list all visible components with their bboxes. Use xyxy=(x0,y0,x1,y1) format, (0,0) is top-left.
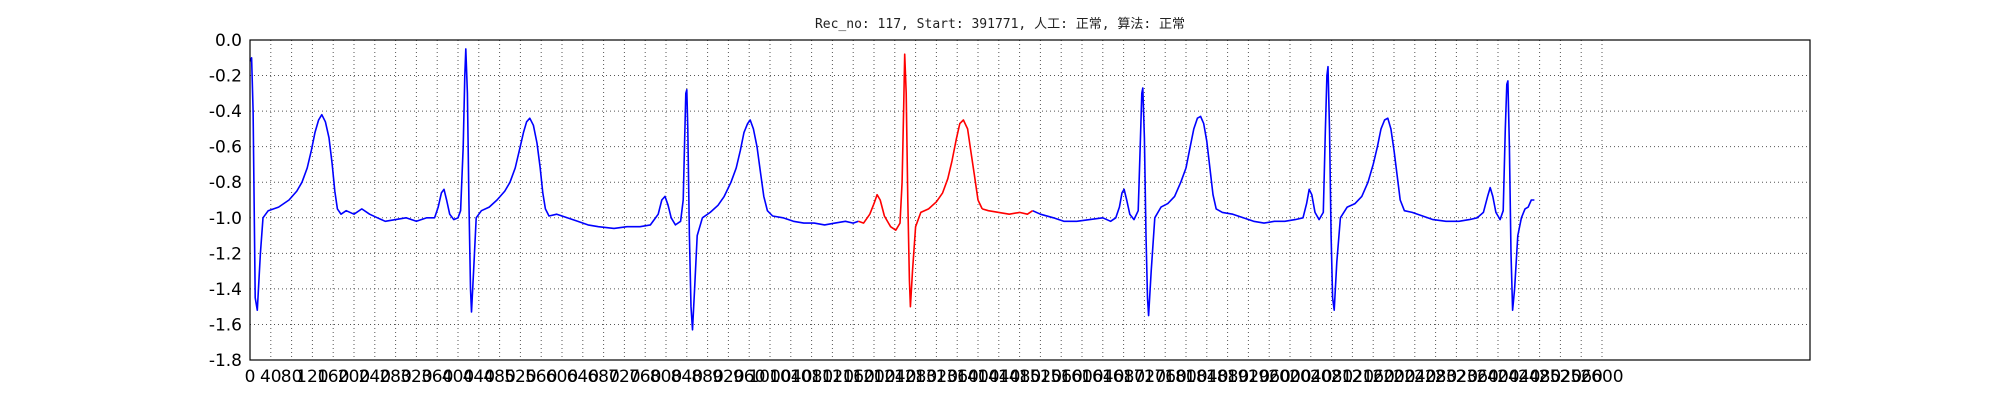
x-tick-label: 1800 xyxy=(1164,367,1207,387)
x-tick-label: 720 xyxy=(608,367,640,387)
ecg-trace-red-highlight xyxy=(858,53,983,308)
x-tick-label: 960 xyxy=(733,367,765,387)
x-tick-label: 1360 xyxy=(936,367,979,387)
x-tick-label: 2000 xyxy=(1268,367,1311,387)
chart-title: Rec_no: 117, Start: 391771, 人工: 正常, 算法: … xyxy=(815,17,1185,32)
x-tick-label: 1840 xyxy=(1185,367,1228,387)
ecg-trace-blue xyxy=(249,48,859,331)
y-tick-label: -1.6 xyxy=(209,315,242,335)
x-tick-label: 2080 xyxy=(1310,367,1353,387)
x-tick-label: 320 xyxy=(400,367,432,387)
x-tick-label: 2200 xyxy=(1372,367,1415,387)
y-tick-label: -1.2 xyxy=(209,244,242,264)
y-tick-label: -1.8 xyxy=(209,351,242,371)
x-tick-label: 400 xyxy=(442,367,474,387)
x-tick-label: 800 xyxy=(650,367,682,387)
x-tick-label: 2320 xyxy=(1435,367,1478,387)
x-tick-label: 2280 xyxy=(1414,367,1457,387)
ecg-trace-red-highlight xyxy=(981,208,1034,215)
x-tick-label: 1880 xyxy=(1206,367,1249,387)
x-tick-label: 240 xyxy=(359,367,391,387)
x-tick-label: 1760 xyxy=(1144,367,1187,387)
x-tick-label: 1280 xyxy=(894,367,937,387)
y-axis-tick-labels: 0.0 -0.2 -0.4 -0.6 -0.8 -1.0 -1.2 -1.4 -1.6 -1.8 xyxy=(209,31,242,371)
x-tick-label: 480 xyxy=(483,367,515,387)
x-tick-label: 2360 xyxy=(1456,367,1499,387)
x-tick-label: 1720 xyxy=(1123,367,1166,387)
x-tick-label: 560 xyxy=(525,367,557,387)
y-tick-label: -0.4 xyxy=(209,102,242,122)
ecg-signal xyxy=(249,48,1535,331)
x-tick-label: 160 xyxy=(317,367,349,387)
x-tick-label: 2120 xyxy=(1331,367,1374,387)
x-tick-label: 1160 xyxy=(832,367,875,387)
x-tick-label: 1120 xyxy=(811,367,854,387)
x-tick-label: 1680 xyxy=(1102,367,1145,387)
y-tick-label: -1.4 xyxy=(209,280,242,300)
x-tick-label: 1440 xyxy=(977,367,1020,387)
x-tick-label: 1640 xyxy=(1081,367,1124,387)
x-tick-label: 2400 xyxy=(1476,367,1519,387)
x-tick-label: 2160 xyxy=(1352,367,1395,387)
x-tick-label: 1520 xyxy=(1019,367,1062,387)
x-tick-label: 840 xyxy=(671,367,703,387)
x-tick-label: 2040 xyxy=(1289,367,1332,387)
x-tick-label: 640 xyxy=(567,367,599,387)
y-tick-label: -0.8 xyxy=(209,173,242,193)
x-tick-label: 760 xyxy=(629,367,661,387)
x-tick-label: 600 xyxy=(546,367,578,387)
x-tick-label: 280 xyxy=(379,367,411,387)
x-tick-label: 2560 xyxy=(1560,367,1603,387)
x-tick-label: 360 xyxy=(421,367,453,387)
x-tick-label: 2600 xyxy=(1580,367,1623,387)
x-tick-label: 200 xyxy=(338,367,370,387)
x-tick-label: 1400 xyxy=(956,367,999,387)
y-tick-label: -0.6 xyxy=(209,138,242,158)
x-tick-label: 2520 xyxy=(1539,367,1582,387)
y-tick-label: 0.0 xyxy=(215,31,242,51)
x-tick-label: 1320 xyxy=(915,367,958,387)
x-tick-label: 520 xyxy=(504,367,536,387)
x-tick-label: 1240 xyxy=(873,367,916,387)
x-tick-label: 80 xyxy=(281,367,303,387)
x-tick-label: 1560 xyxy=(1040,367,1083,387)
x-axis-tick-labels: 0 40 8012016020024028032036040044048052056… xyxy=(245,367,1624,387)
x-tick-label: 680 xyxy=(587,367,619,387)
x-tick-label: 1080 xyxy=(790,367,833,387)
x-tick-label: 40 xyxy=(260,367,282,387)
y-tick-label: -0.2 xyxy=(209,67,242,87)
x-tick-label: 1960 xyxy=(1248,367,1291,387)
x-tick-label: 920 xyxy=(712,367,744,387)
x-tick-label: 120 xyxy=(296,367,328,387)
x-tick-label: 1480 xyxy=(998,367,1041,387)
x-tick-label: 2240 xyxy=(1393,367,1436,387)
ecg-trace-blue xyxy=(1032,65,1535,317)
y-tick-label: -1.0 xyxy=(209,209,242,229)
x-tick-label: 1200 xyxy=(852,367,895,387)
grid-lines xyxy=(250,40,1810,360)
x-tick-label: 2480 xyxy=(1518,367,1561,387)
x-tick-label: 0 xyxy=(245,367,256,387)
plot-frame xyxy=(249,39,1811,361)
x-tick-label: 1000 xyxy=(748,367,791,387)
x-tick-label: 1920 xyxy=(1227,367,1270,387)
x-tick-label: 440 xyxy=(463,367,495,387)
x-tick-label: 1600 xyxy=(1060,367,1103,387)
x-tick-label: 2440 xyxy=(1497,367,1540,387)
x-tick-label: 880 xyxy=(691,367,723,387)
x-tick-label: 1040 xyxy=(769,367,812,387)
